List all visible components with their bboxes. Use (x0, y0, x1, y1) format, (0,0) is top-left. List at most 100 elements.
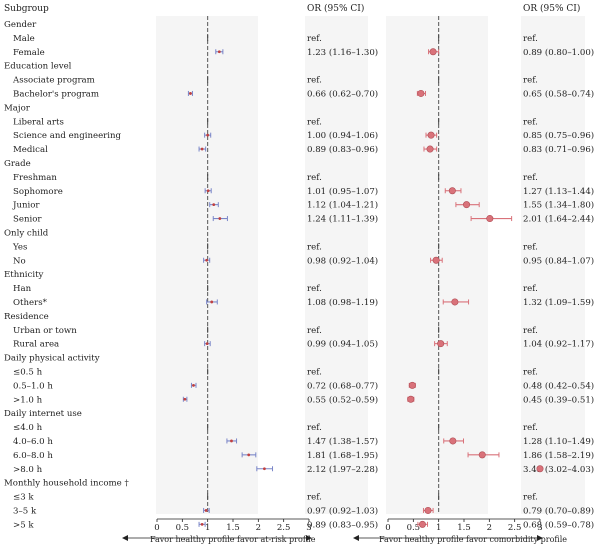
estimate-point (432, 256, 440, 264)
or-value: ref. (523, 173, 538, 183)
x-tick-label: 0 (154, 523, 159, 533)
x-tick-label: 1.5 (226, 523, 240, 533)
plot-band-0 (156, 16, 258, 514)
group-label: Major (4, 103, 31, 113)
or-value: 1.86 (1.58–2.19) (523, 450, 594, 461)
or-value: 1.24 (1.11–1.39) (307, 214, 378, 225)
or-value: 1.27 (1.13–1.44) (523, 186, 594, 197)
subgroup-labels: Gender Male Female Education level Associate… (4, 20, 129, 530)
x-tick-label: 3 (306, 523, 311, 533)
subgroup-header: Subgroup (4, 4, 49, 14)
or-value: ref. (523, 117, 538, 127)
or-value: ref. (523, 242, 538, 252)
or-value: ref. (307, 493, 322, 503)
estimate-point (429, 48, 437, 56)
subgroup-label: Male (13, 34, 35, 44)
row-bands (156, 16, 585, 514)
subgroup-label: >5 k (13, 520, 34, 530)
or-value: 1.08 (0.98–1.19) (307, 297, 378, 308)
subgroup-label: 3–5 k (13, 506, 37, 516)
estimate-point (189, 92, 192, 95)
estimate-point (427, 131, 435, 139)
estimate-point (206, 133, 210, 137)
group-label: Daily physical activity (4, 354, 100, 364)
estimate-point (449, 437, 457, 445)
x-tick-label: 2 (487, 523, 492, 533)
estimate-point (217, 50, 221, 54)
or-value: ref. (523, 326, 538, 336)
x-tick-label: 2.5 (277, 523, 291, 533)
subgroup-label: Freshman (13, 173, 57, 183)
estimate-point (486, 215, 494, 223)
or-value: ref. (523, 76, 538, 86)
x-tick-label: 1.5 (457, 523, 471, 533)
text-band-1 (521, 16, 585, 514)
estimate-point (200, 147, 204, 151)
subgroup-label: Junior (12, 201, 40, 211)
estimate-point (536, 465, 544, 473)
estimate-point (192, 383, 195, 387)
or-value: ref. (523, 34, 538, 44)
or-value: ref. (523, 367, 538, 377)
or-value: ref. (307, 242, 322, 252)
or-value: 0.68 (0.59–0.78) (523, 519, 594, 530)
estimate-point (448, 187, 456, 195)
subgroup-label: Urban or town (13, 326, 77, 336)
or-value: 1.81 (1.68–1.95) (307, 450, 378, 461)
subgroup-label: 6.0–8.0 h (13, 451, 53, 461)
or-value: ref. (307, 423, 322, 433)
text-band-0 (305, 16, 368, 514)
group-label: Monthly household income † (4, 479, 129, 489)
subgroup-label: Female (13, 48, 45, 58)
x-tick-label: 0 (385, 523, 390, 533)
arrow-right-head (537, 535, 543, 541)
arrow-left-head (122, 535, 128, 541)
or-value: 2.01 (1.64–2.44) (523, 214, 594, 225)
or-value: ref. (307, 326, 322, 336)
or-value: ref. (307, 367, 322, 377)
or-value: 0.83 (0.71–0.96) (523, 144, 594, 155)
arrow-left-head (353, 535, 359, 541)
subgroup-label: >1.0 h (13, 395, 43, 405)
subgroup-label: Bachelor's program (13, 89, 99, 99)
or-value: 1.28 (1.10–1.49) (523, 436, 594, 447)
subgroup-label: Associate program (12, 76, 95, 86)
group-label: Residence (4, 312, 49, 322)
or-value: ref. (523, 493, 538, 503)
or-value: ref. (523, 284, 538, 294)
or-value: 1.47 (1.38–1.57) (307, 436, 378, 447)
x-tick-label: 0.5 (407, 523, 421, 533)
estimate-point (205, 342, 209, 346)
arrow-right-head (306, 535, 312, 541)
or-value: 0.66 (0.62–0.70) (307, 88, 378, 99)
or-value: 0.89 (0.80–1.00) (523, 47, 594, 58)
or-value: 0.72 (0.68–0.77) (307, 380, 378, 391)
estimate-point (451, 298, 459, 306)
estimate-point (204, 509, 208, 512)
group-label: Only child (4, 228, 49, 238)
subgroup-label: No (13, 256, 26, 266)
x-tick-label: 1 (436, 523, 441, 533)
x-tick-label: 3 (537, 523, 542, 533)
at-risk-panel: 0 0.5 1 1.5 2 2.5 3 ref. 1.23 (1.16–1.30) ref. 0.6… (122, 16, 378, 541)
or-value: 0.45 (0.39–0.51) (523, 394, 594, 405)
estimate-point (437, 340, 445, 348)
group-label: Gender (4, 20, 37, 30)
subgroup-label: Liberal arts (13, 117, 64, 127)
or-value: 1.32 (1.09–1.59) (523, 297, 594, 308)
subgroup-label: Han (13, 284, 32, 294)
subgroup-label: Science and engineering (13, 131, 122, 141)
xlabel-right: Favor healthy profile favor comorbidity … (379, 535, 567, 544)
or-value: 3.49 (3.02–4.03) (523, 464, 594, 475)
or-value: 1.23 (1.16–1.30) (307, 47, 378, 58)
or-value: 0.55 (0.52–0.59) (307, 394, 378, 405)
subgroup-label: >8.0 h (13, 465, 43, 475)
or-value: 2.12 (1.97–2.28) (307, 464, 378, 475)
estimate-point (200, 522, 204, 526)
estimate-point (210, 300, 214, 304)
plot-band-1 (386, 16, 488, 514)
or-value: ref. (523, 423, 538, 433)
or-value: 1.55 (1.34–1.80) (523, 200, 594, 211)
or-value: 0.89 (0.83–0.95) (307, 519, 378, 530)
